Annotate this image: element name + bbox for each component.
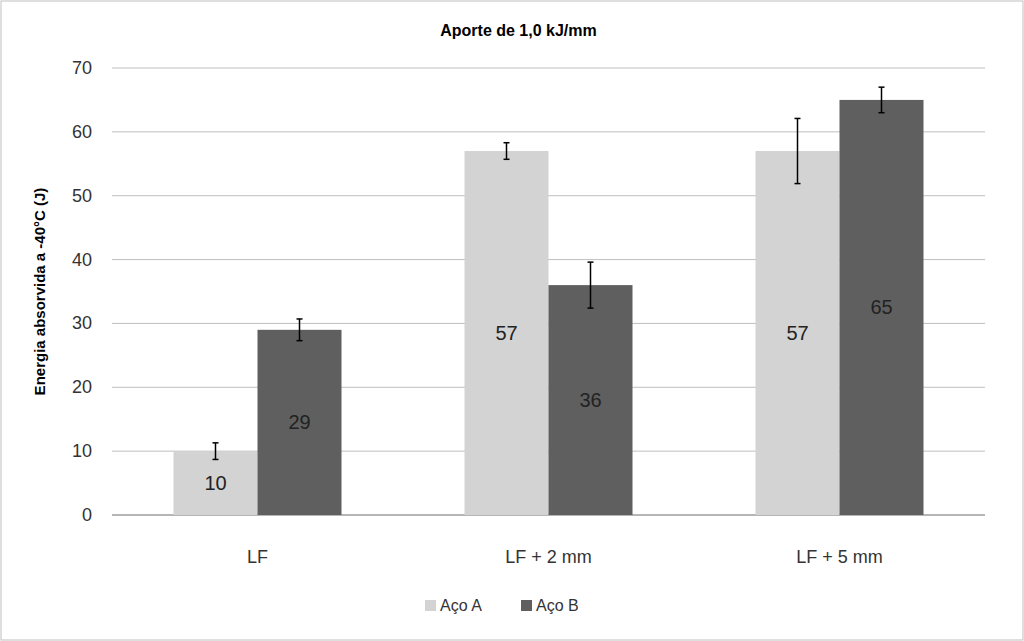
x-tick-label: LF + 2 mm (505, 547, 592, 567)
y-tick-label: 60 (72, 122, 92, 142)
data-label: 65 (870, 296, 892, 318)
y-tick-label: 30 (72, 313, 92, 333)
legend-swatch (425, 600, 436, 611)
frame (1, 1, 1023, 640)
error-bar (879, 87, 885, 113)
y-tick-label: 10 (72, 441, 92, 461)
error-bar (504, 143, 510, 160)
error-bar (588, 262, 594, 308)
bar (840, 100, 924, 515)
labels: 10 29 57 36 57 65 (204, 296, 892, 494)
y-axis-label: Energia absorvida a -40°C (J) (31, 188, 48, 396)
error-bar (795, 118, 801, 183)
y-tick-label: 0 (82, 505, 92, 525)
y-tick-label: 50 (72, 186, 92, 206)
data-label: 36 (579, 389, 601, 411)
chart: Aporte de 1,0 kJ/mm Energia absorvida a -… (0, 0, 1024, 641)
bar (174, 451, 258, 515)
x-tick-label: LF + 5 mm (796, 547, 883, 567)
legend-label: Aço A (440, 597, 482, 614)
data-label: 10 (204, 472, 226, 494)
legend-label: Aço B (536, 597, 579, 614)
data-label: 57 (495, 322, 517, 344)
y-tick-label: 70 (72, 58, 92, 78)
legend-swatch (521, 600, 532, 611)
data-label: 29 (288, 411, 310, 433)
error-bar (213, 443, 219, 460)
error-bar (297, 319, 303, 341)
y-tick-label: 20 (72, 377, 92, 397)
bar (549, 285, 633, 515)
bar (756, 151, 840, 515)
y-tick-label: 40 (72, 250, 92, 270)
grid-line (112, 68, 985, 69)
bar (258, 330, 342, 515)
title: Aporte de 1,0 kJ/mm (440, 22, 597, 39)
x-tick-label: LF (247, 547, 268, 567)
bars (174, 87, 924, 515)
data-label: 57 (786, 322, 808, 344)
bar (465, 151, 549, 515)
